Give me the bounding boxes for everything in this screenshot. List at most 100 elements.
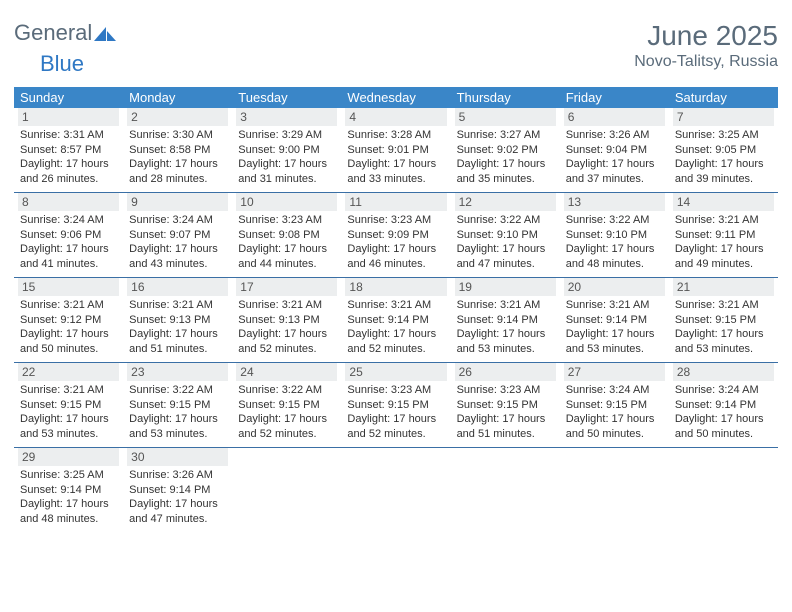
day-number: 22 xyxy=(18,363,119,381)
day-info: Sunrise: 3:26 AMSunset: 9:04 PMDaylight:… xyxy=(564,128,665,186)
day-cell: 17 Sunrise: 3:21 AMSunset: 9:13 PMDayligh… xyxy=(232,278,341,362)
day-cell xyxy=(669,448,778,532)
weekday-saturday: Saturday xyxy=(669,87,778,108)
day-number: 14 xyxy=(673,193,774,211)
day-number: 17 xyxy=(236,278,337,296)
calendar-grid: Sunday Monday Tuesday Wednesday Thursday… xyxy=(14,87,778,532)
day-cell: 27Sunrise: 3:24 AMSunset: 9:15 PMDayligh… xyxy=(560,363,669,447)
day-cell xyxy=(341,448,450,532)
day-cell: 19 Sunrise: 3:21 AMSunset: 9:14 PMDayligh… xyxy=(451,278,560,362)
day-info: Sunrise: 3:25 AMSunset: 9:05 PMDaylight:… xyxy=(673,128,774,186)
day-info: Sunrise: 3:25 AMSunset: 9:14 PMDaylight:… xyxy=(18,468,119,526)
day-info: Sunrise: 3:21 AMSunset: 9:14 PMDaylight:… xyxy=(564,298,665,356)
day-number: 11 xyxy=(345,193,446,211)
day-cell xyxy=(232,448,341,532)
day-info: Sunrise: 3:23 AMSunset: 9:15 PMDaylight:… xyxy=(345,383,446,441)
day-info: Sunrise: 3:21 AMSunset: 9:12 PMDaylight:… xyxy=(18,298,119,356)
day-cell: 18 Sunrise: 3:21 AMSunset: 9:14 PMDayligh… xyxy=(341,278,450,362)
day-cell: 14 Sunrise: 3:21 AMSunset: 9:11 PMDayligh… xyxy=(669,193,778,277)
weekday-friday: Friday xyxy=(560,87,669,108)
day-info: Sunrise: 3:31 AMSunset: 8:57 PMDaylight:… xyxy=(18,128,119,186)
day-cell: 21 Sunrise: 3:21 AMSunset: 9:15 PMDayligh… xyxy=(669,278,778,362)
day-info: Sunrise: 3:29 AMSunset: 9:00 PMDaylight:… xyxy=(236,128,337,186)
day-info: Sunrise: 3:21 AMSunset: 9:13 PMDaylight:… xyxy=(236,298,337,356)
day-number: 13 xyxy=(564,193,665,211)
week-row: 29 Sunrise: 3:25 AMSunset: 9:14 PMDayligh… xyxy=(14,448,778,532)
week-row: 8 Sunrise: 3:24 AMSunset: 9:06 PMDaylight… xyxy=(14,193,778,278)
day-cell: 25 Sunrise: 3:23 AMSunset: 9:15 PMDayligh… xyxy=(341,363,450,447)
month-title: June 2025 xyxy=(634,20,778,52)
day-number: 28 xyxy=(673,363,774,381)
day-number: 7 xyxy=(673,108,774,126)
day-cell: 24 Sunrise: 3:22 AMSunset: 9:15 PMDayligh… xyxy=(232,363,341,447)
brand-text-2: Blue xyxy=(40,51,84,77)
day-info: Sunrise: 3:21 AMSunset: 9:15 PMDaylight:… xyxy=(18,383,119,441)
week-row: 22 Sunrise: 3:21 AMSunset: 9:15 PMDayligh… xyxy=(14,363,778,448)
day-number: 9 xyxy=(127,193,228,211)
day-number: 10 xyxy=(236,193,337,211)
day-info: Sunrise: 3:24 AMSunset: 9:07 PMDaylight:… xyxy=(127,213,228,271)
day-number: 30 xyxy=(127,448,228,466)
day-info: Sunrise: 3:23 AMSunset: 9:15 PMDaylight:… xyxy=(455,383,556,441)
day-cell: 10 Sunrise: 3:23 AMSunset: 9:08 PMDayligh… xyxy=(232,193,341,277)
day-info: Sunrise: 3:23 AMSunset: 9:08 PMDaylight:… xyxy=(236,213,337,271)
day-cell: 4 Sunrise: 3:28 AMSunset: 9:01 PMDaylight… xyxy=(341,108,450,192)
day-number: 16 xyxy=(127,278,228,296)
week-row: 1Sunrise: 3:31 AMSunset: 8:57 PMDaylight… xyxy=(14,108,778,193)
day-info: Sunrise: 3:27 AMSunset: 9:02 PMDaylight:… xyxy=(455,128,556,186)
day-cell: 5 Sunrise: 3:27 AMSunset: 9:02 PMDaylight… xyxy=(451,108,560,192)
day-info: Sunrise: 3:21 AMSunset: 9:13 PMDaylight:… xyxy=(127,298,228,356)
day-cell: 6 Sunrise: 3:26 AMSunset: 9:04 PMDaylight… xyxy=(560,108,669,192)
day-info: Sunrise: 3:22 AMSunset: 9:10 PMDaylight:… xyxy=(564,213,665,271)
day-number: 19 xyxy=(455,278,556,296)
day-number: 20 xyxy=(564,278,665,296)
day-info: Sunrise: 3:21 AMSunset: 9:15 PMDaylight:… xyxy=(673,298,774,356)
day-number: 25 xyxy=(345,363,446,381)
day-cell: 12 Sunrise: 3:22 AMSunset: 9:10 PMDayligh… xyxy=(451,193,560,277)
day-info: Sunrise: 3:23 AMSunset: 9:09 PMDaylight:… xyxy=(345,213,446,271)
day-info: Sunrise: 3:21 AMSunset: 9:14 PMDaylight:… xyxy=(345,298,446,356)
brand-text-1: General xyxy=(14,20,92,46)
day-number: 4 xyxy=(345,108,446,126)
weekday-wednesday: Wednesday xyxy=(341,87,450,108)
title-block: June 2025 Novo-Talitsy, Russia xyxy=(634,20,778,71)
day-number: 3 xyxy=(236,108,337,126)
day-cell: 15 Sunrise: 3:21 AMSunset: 9:12 PMDayligh… xyxy=(14,278,123,362)
day-info: Sunrise: 3:26 AMSunset: 9:14 PMDaylight:… xyxy=(127,468,228,526)
day-number: 12 xyxy=(455,193,556,211)
day-cell: 16 Sunrise: 3:21 AMSunset: 9:13 PMDayligh… xyxy=(123,278,232,362)
day-info: Sunrise: 3:24 AMSunset: 9:06 PMDaylight:… xyxy=(18,213,119,271)
day-number: 26 xyxy=(455,363,556,381)
day-info: Sunrise: 3:24 AMSunset: 9:14 PMDaylight:… xyxy=(673,383,774,441)
weekday-tuesday: Tuesday xyxy=(232,87,341,108)
weekday-monday: Monday xyxy=(123,87,232,108)
day-cell: 13 Sunrise: 3:22 AMSunset: 9:10 PMDayligh… xyxy=(560,193,669,277)
weekday-header-row: Sunday Monday Tuesday Wednesday Thursday… xyxy=(14,87,778,108)
day-info: Sunrise: 3:30 AMSunset: 8:58 PMDaylight:… xyxy=(127,128,228,186)
day-info: Sunrise: 3:28 AMSunset: 9:01 PMDaylight:… xyxy=(345,128,446,186)
day-cell: 20 Sunrise: 3:21 AMSunset: 9:14 PMDayligh… xyxy=(560,278,669,362)
day-cell: 8 Sunrise: 3:24 AMSunset: 9:06 PMDaylight… xyxy=(14,193,123,277)
day-cell: 7 Sunrise: 3:25 AMSunset: 9:05 PMDaylight… xyxy=(669,108,778,192)
day-number: 15 xyxy=(18,278,119,296)
day-info: Sunrise: 3:24 AMSunset: 9:15 PMDaylight:… xyxy=(564,383,665,441)
day-info: Sunrise: 3:21 AMSunset: 9:11 PMDaylight:… xyxy=(673,213,774,271)
day-cell: 3 Sunrise: 3:29 AMSunset: 9:00 PMDaylight… xyxy=(232,108,341,192)
day-cell xyxy=(560,448,669,532)
day-cell: 22 Sunrise: 3:21 AMSunset: 9:15 PMDayligh… xyxy=(14,363,123,447)
day-number: 24 xyxy=(236,363,337,381)
day-number: 6 xyxy=(564,108,665,126)
day-number: 29 xyxy=(18,448,119,466)
day-info: Sunrise: 3:22 AMSunset: 9:15 PMDaylight:… xyxy=(236,383,337,441)
day-info: Sunrise: 3:22 AMSunset: 9:15 PMDaylight:… xyxy=(127,383,228,441)
day-cell: 30 Sunrise: 3:26 AMSunset: 9:14 PMDayligh… xyxy=(123,448,232,532)
day-cell: 26 Sunrise: 3:23 AMSunset: 9:15 PMDayligh… xyxy=(451,363,560,447)
day-cell: 11 Sunrise: 3:23 AMSunset: 9:09 PMDayligh… xyxy=(341,193,450,277)
day-info: Sunrise: 3:22 AMSunset: 9:10 PMDaylight:… xyxy=(455,213,556,271)
day-number: 21 xyxy=(673,278,774,296)
day-number: 18 xyxy=(345,278,446,296)
brand-sail-icon xyxy=(94,25,116,41)
day-number: 5 xyxy=(455,108,556,126)
day-info: Sunrise: 3:21 AMSunset: 9:14 PMDaylight:… xyxy=(455,298,556,356)
day-number: 8 xyxy=(18,193,119,211)
